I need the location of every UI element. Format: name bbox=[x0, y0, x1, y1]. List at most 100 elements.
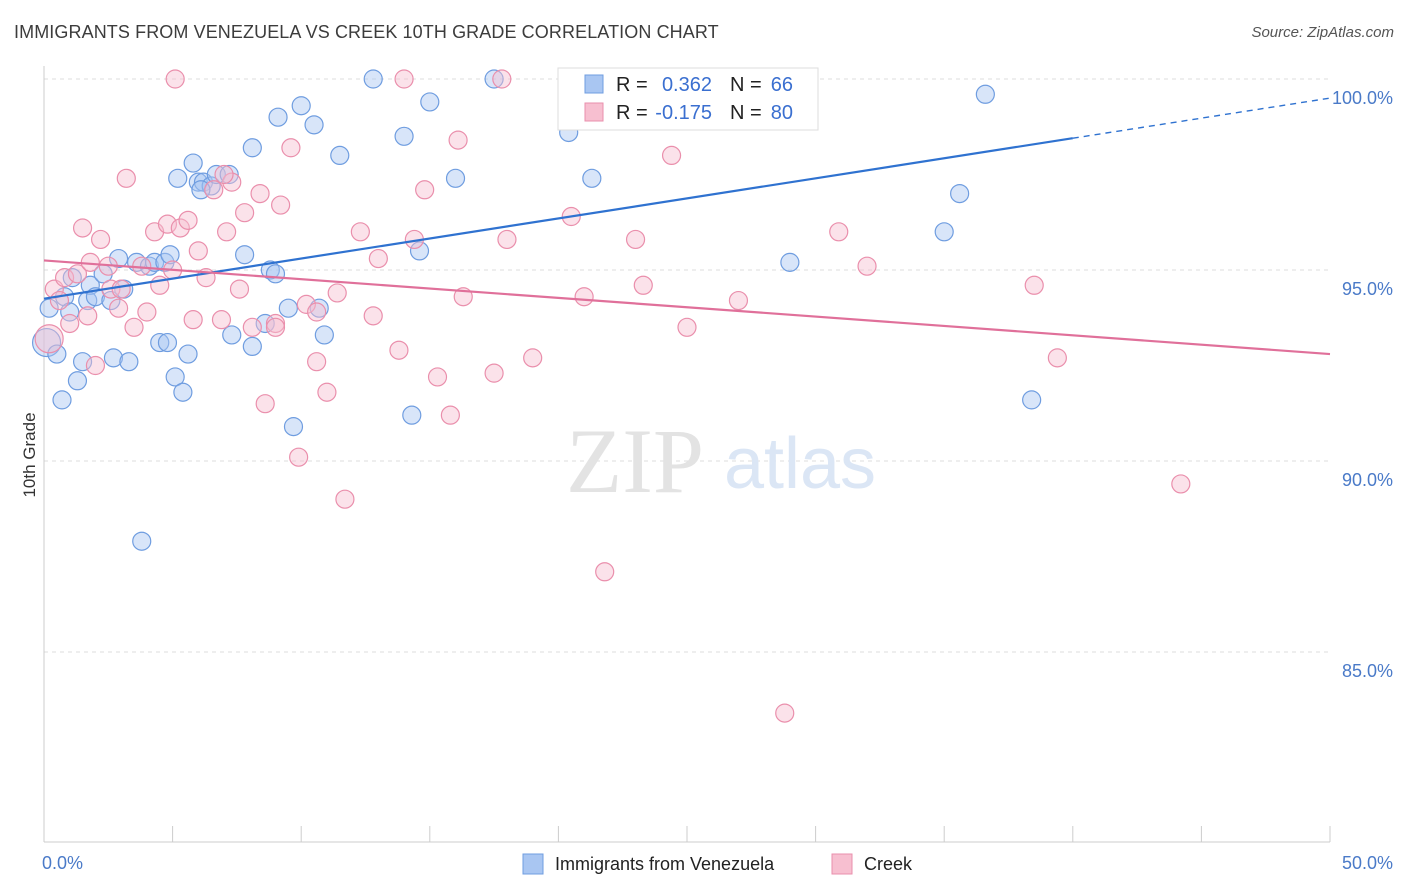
data-point bbox=[211, 310, 232, 330]
data-point bbox=[1171, 474, 1191, 494]
data-point bbox=[124, 317, 144, 337]
bottom-legend-label: Creek bbox=[864, 854, 913, 874]
data-point bbox=[307, 302, 327, 322]
data-point bbox=[260, 260, 280, 280]
data-point bbox=[402, 405, 422, 425]
data-point bbox=[178, 344, 198, 364]
data-point bbox=[119, 352, 139, 372]
trend-line-extension-blue bbox=[1072, 97, 1331, 139]
data-point bbox=[389, 340, 409, 360]
data-point bbox=[229, 279, 250, 299]
data-point bbox=[677, 317, 697, 337]
data-point bbox=[415, 180, 435, 200]
y-tick-label: 90.0% bbox=[1342, 470, 1393, 490]
data-point bbox=[72, 218, 93, 238]
y-tick-label: 95.0% bbox=[1342, 279, 1393, 299]
data-point bbox=[1047, 348, 1067, 368]
legend-swatch bbox=[584, 74, 604, 94]
data-point bbox=[582, 168, 602, 188]
legend-r-value: -0.175 bbox=[655, 102, 712, 124]
data-point bbox=[625, 229, 646, 250]
chart-title: IMMIGRANTS FROM VENEZUELA VS CREEK 10TH … bbox=[14, 22, 719, 42]
data-point bbox=[289, 447, 309, 467]
data-point bbox=[523, 348, 543, 368]
data-point bbox=[291, 96, 311, 116]
data-point bbox=[34, 324, 64, 354]
data-point bbox=[78, 306, 98, 326]
data-point bbox=[170, 218, 190, 238]
data-point bbox=[235, 245, 255, 265]
legend-r-value: 0.362 bbox=[662, 74, 712, 96]
y-tick-label: 85.0% bbox=[1342, 661, 1393, 681]
data-point bbox=[255, 313, 275, 334]
data-point bbox=[335, 489, 355, 509]
data-point bbox=[829, 222, 849, 242]
data-point bbox=[950, 184, 970, 204]
data-point bbox=[420, 92, 440, 112]
bottom-legend-swatch bbox=[522, 853, 544, 875]
data-point bbox=[271, 195, 291, 215]
data-point bbox=[448, 130, 468, 150]
data-point bbox=[242, 138, 262, 158]
data-point bbox=[265, 317, 286, 337]
axes bbox=[43, 66, 1331, 843]
data-point bbox=[219, 164, 239, 185]
legend-swatch bbox=[584, 102, 604, 122]
watermark-zip: ZIP bbox=[566, 410, 704, 512]
data-point bbox=[67, 371, 88, 391]
data-point bbox=[116, 168, 136, 188]
data-point bbox=[314, 325, 334, 345]
data-point bbox=[304, 115, 324, 135]
data-point bbox=[222, 325, 242, 345]
stats-legend: R = 0.362 N = 66 R = -0.175 N = 80 bbox=[557, 67, 819, 131]
data-point bbox=[90, 229, 111, 250]
data-point bbox=[350, 222, 370, 242]
data-point bbox=[235, 203, 255, 223]
data-point bbox=[327, 283, 347, 303]
tick-labels: 100.0% 95.0% 90.0% 85.0% 0.0% 50.0% bbox=[42, 88, 1393, 873]
data-point bbox=[363, 69, 383, 89]
data-point bbox=[173, 382, 193, 402]
data-point bbox=[330, 145, 350, 165]
data-point bbox=[157, 332, 178, 353]
data-point bbox=[283, 417, 304, 437]
data-point bbox=[595, 562, 615, 582]
data-point bbox=[111, 279, 131, 299]
legend-n-label: N = bbox=[730, 102, 762, 124]
data-point bbox=[780, 252, 800, 272]
y-tick-label: 100.0% bbox=[1332, 88, 1393, 108]
data-point bbox=[492, 69, 512, 89]
data-point bbox=[160, 245, 180, 265]
data-point bbox=[103, 348, 124, 368]
data-point bbox=[67, 264, 88, 284]
data-point bbox=[242, 317, 262, 337]
data-point bbox=[775, 703, 795, 723]
data-point bbox=[139, 256, 160, 276]
data-point bbox=[108, 298, 129, 318]
data-point bbox=[633, 275, 653, 295]
data-point bbox=[445, 168, 466, 188]
legend-n-value: 66 bbox=[771, 74, 793, 96]
data-point bbox=[409, 241, 430, 261]
watermark: ZIP atlas bbox=[566, 410, 876, 512]
data-point bbox=[188, 241, 208, 261]
data-point bbox=[574, 287, 594, 307]
data-point bbox=[281, 138, 301, 158]
bottom-legend-swatch bbox=[831, 853, 853, 875]
data-point bbox=[250, 184, 270, 204]
data-point bbox=[183, 153, 203, 173]
data-point bbox=[188, 172, 208, 192]
data-point bbox=[52, 390, 72, 410]
data-point bbox=[144, 252, 165, 272]
data-point bbox=[85, 355, 106, 376]
data-point bbox=[363, 306, 383, 326]
gridlines bbox=[44, 78, 1330, 653]
series-creek-points bbox=[34, 69, 1191, 723]
data-point bbox=[975, 84, 995, 104]
data-point bbox=[214, 164, 234, 185]
data-point bbox=[440, 405, 460, 425]
data-point bbox=[427, 367, 448, 387]
data-point bbox=[1024, 275, 1044, 295]
data-point bbox=[54, 268, 75, 288]
data-point bbox=[484, 69, 504, 89]
